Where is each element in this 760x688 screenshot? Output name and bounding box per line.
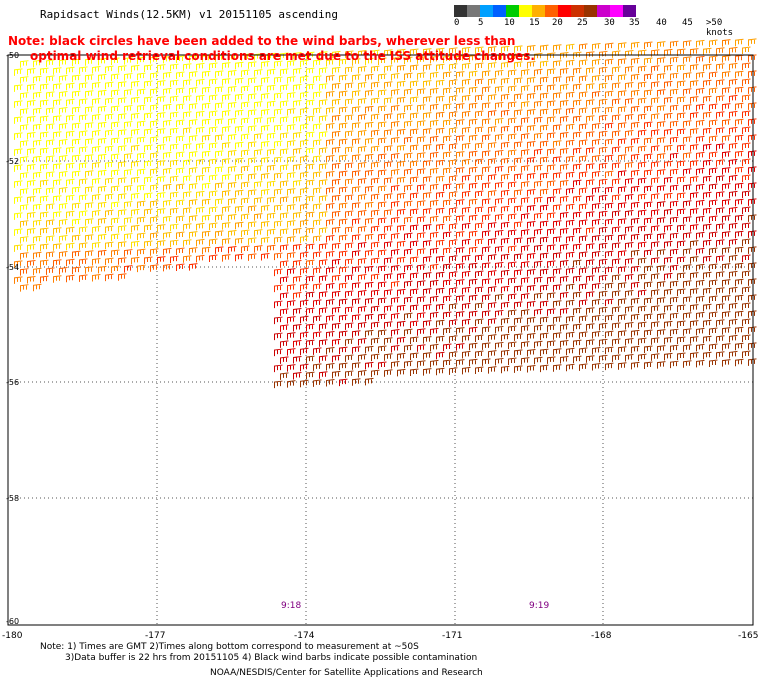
wind-barb-group [124, 94, 757, 300]
legend-label: 40 [656, 18, 667, 28]
wind-barb-group [20, 43, 575, 252]
legend-swatch [519, 5, 532, 17]
legend-swatch [506, 5, 519, 17]
legend-labels: 0 5 10 15 20 25 30 35 40 45 >50 knots [454, 17, 754, 38]
legend-swatch [610, 5, 623, 17]
lat-label: -60 [6, 617, 20, 626]
legend-label: 15 [529, 18, 540, 28]
legend-swatch [480, 5, 493, 17]
lon-label: -180 [2, 631, 23, 641]
legend-swatch [454, 5, 467, 17]
footer-credit: NOAA/NESDIS/Center for Satellite Applica… [210, 668, 483, 678]
wind-barb-group [14, 49, 380, 252]
time-label: 9:18 [281, 601, 302, 611]
footer-note-1: Note: 1) Times are GMT 2)Times along bot… [40, 642, 419, 652]
legend-swatch [532, 5, 545, 17]
legend-swatch [597, 5, 610, 17]
legend-label: 45 [682, 18, 693, 28]
lon-label: -171 [442, 631, 463, 641]
legend-label: 0 [454, 18, 460, 28]
wind-speed-legend: 0 5 10 15 20 25 30 35 40 45 >50 knots [454, 5, 754, 38]
lon-label: -174 [294, 631, 315, 641]
lat-label: -54 [6, 263, 20, 272]
time-label: 9:19 [529, 601, 550, 611]
legend-swatch [467, 5, 480, 17]
legend-label: 20 [552, 18, 563, 28]
legend-swatch [493, 5, 506, 17]
legend-color-bar [454, 5, 754, 17]
legend-label: 25 [577, 18, 588, 28]
legend-label: 5 [478, 18, 484, 28]
wind-barb-group [150, 38, 757, 247]
wind-barb-group [274, 214, 757, 389]
contamination-note-line2: optimal wind retrieval conditions are me… [30, 49, 535, 63]
legend-label: 30 [604, 18, 615, 28]
legend-swatch [558, 5, 571, 17]
legend-label: 35 [629, 18, 640, 28]
legend-swatch [545, 5, 558, 17]
map-frame [7, 54, 754, 626]
wind-barb-group [274, 175, 757, 387]
map-title: Rapidsact Winds(12.5KM) v1 20151105 asce… [40, 8, 339, 21]
wind-barb-group [14, 39, 744, 292]
lon-label: -168 [591, 631, 612, 641]
wind-barb-group [20, 54, 757, 284]
wind-barb-group [274, 143, 757, 356]
contamination-note-line1: Note: black circles have been added to t… [8, 34, 516, 48]
lon-label: -177 [145, 631, 166, 641]
legend-label: >50 knots [706, 18, 734, 38]
legend-label: 10 [504, 18, 515, 28]
legend-swatch [571, 5, 584, 17]
legend-swatch [623, 5, 636, 17]
lat-label: -52 [6, 157, 20, 166]
wind-barb-group [14, 51, 328, 236]
lat-label: -50 [6, 51, 20, 60]
wind-barbs [14, 38, 757, 389]
lon-label: -165 [738, 631, 759, 641]
footer-note-2: 3)Data buffer is 22 hrs from 20151105 4)… [65, 653, 478, 663]
lat-label: -58 [6, 494, 20, 503]
lat-label: -56 [6, 378, 20, 387]
legend-swatch [584, 5, 597, 17]
